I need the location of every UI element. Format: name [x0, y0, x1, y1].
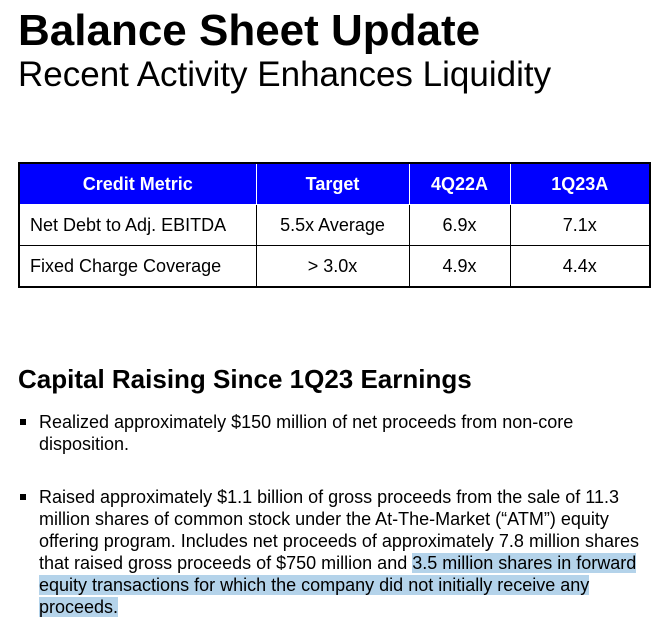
cell-metric: Net Debt to Adj. EBITDA: [18, 204, 257, 246]
bullet-text-plain: Raised approximately $1.1 billion of gro…: [39, 487, 639, 573]
page-title: Balance Sheet Update: [18, 6, 481, 55]
section-heading: Capital Raising Since 1Q23 Earnings: [18, 364, 472, 394]
cell-target: > 3.0x: [255, 245, 410, 288]
bullet-square-icon: [20, 494, 26, 500]
cell-4q22a: 4.9x: [408, 245, 511, 288]
bullet-square-icon: [20, 419, 26, 425]
cell-4q22a: 6.9x: [408, 204, 511, 246]
credit-metrics-table: Credit Metric Target 4Q22A 1Q23A Net Deb…: [18, 162, 651, 288]
header-1q23a: 1Q23A: [509, 162, 651, 205]
cell-metric: Fixed Charge Coverage: [18, 245, 257, 288]
header-credit-metric: Credit Metric: [18, 162, 257, 205]
bullet-text: Raised approximately $1.1 billion of gro…: [39, 486, 648, 618]
list-item: Raised approximately $1.1 billion of gro…: [18, 486, 648, 618]
list-item: Realized approximately $150 million of n…: [18, 411, 648, 455]
cell-1q23a: 4.4x: [509, 245, 651, 288]
bullet-text: Realized approximately $150 million of n…: [39, 412, 574, 454]
table-header-row: Credit Metric Target 4Q22A 1Q23A: [18, 162, 651, 205]
cell-target: 5.5x Average: [255, 204, 410, 246]
header-4q22a: 4Q22A: [408, 162, 511, 205]
cell-1q23a: 7.1x: [509, 204, 651, 246]
page-subtitle: Recent Activity Enhances Liquidity: [18, 55, 552, 94]
header-target: Target: [255, 162, 410, 205]
table-row: Net Debt to Adj. EBITDA 5.5x Average 6.9…: [18, 204, 651, 246]
table-row: Fixed Charge Coverage > 3.0x 4.9x 4.4x: [18, 245, 651, 288]
